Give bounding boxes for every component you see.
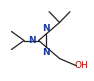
Text: N: N bbox=[29, 36, 36, 45]
Text: N: N bbox=[42, 48, 50, 57]
Text: N: N bbox=[42, 24, 50, 33]
Text: OH: OH bbox=[75, 61, 88, 70]
